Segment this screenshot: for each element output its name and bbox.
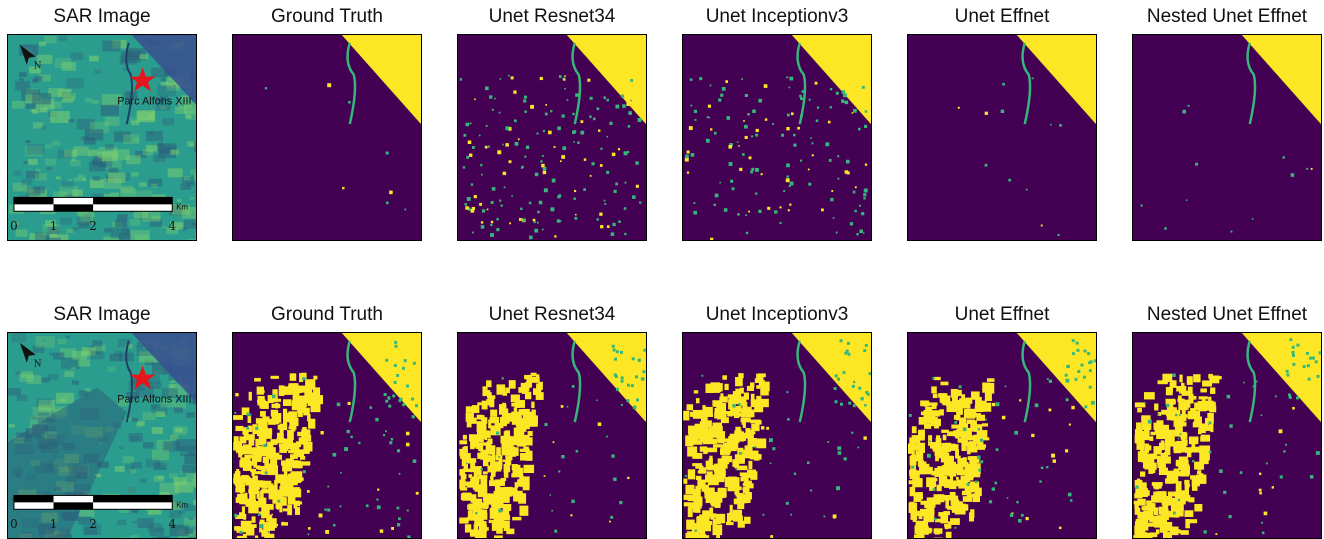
- segmentation-mask-panel: [232, 332, 422, 539]
- scale-tick-label: 2: [89, 517, 97, 531]
- segmentation-mask-panel: [1132, 34, 1322, 241]
- panel-title: Unet Inceptionv3: [677, 304, 877, 326]
- panel-title: Unet Effnet: [902, 6, 1102, 28]
- scale-tick-label: 0: [10, 219, 18, 233]
- segmentation-mask-panel: [457, 34, 647, 241]
- segmentation-mask-panel: [457, 332, 647, 539]
- sar-image-panel: N Parc Alfons XIII Km 0 1 2 4: [7, 34, 197, 241]
- segmentation-mask-panel: [1132, 332, 1322, 539]
- panel-title: Unet Resnet34: [452, 304, 652, 326]
- panel-title: Unet Inceptionv3: [677, 6, 877, 28]
- svg-text:N: N: [34, 360, 42, 370]
- panel-title: SAR Image: [2, 304, 202, 326]
- scale-tick-label: 1: [50, 517, 58, 531]
- scale-tick-label: 2: [89, 219, 97, 233]
- panel-title: Nested Unet Effnet: [1127, 304, 1324, 326]
- segmentation-mask-panel: [907, 332, 1097, 539]
- sar-image-panel: N Parc Alfons XIII Km 0 1 2 4: [7, 332, 197, 539]
- panel-title: Unet Resnet34: [452, 6, 652, 28]
- panel-title: SAR Image: [2, 6, 202, 28]
- segmentation-mask-panel: [232, 34, 422, 241]
- place-label: Parc Alfons XIII: [117, 393, 191, 405]
- panel-title: Ground Truth: [227, 304, 427, 326]
- place-label: Parc Alfons XIII: [117, 95, 191, 107]
- scale-unit: Km: [176, 202, 188, 211]
- svg-text:N: N: [34, 62, 42, 72]
- scale-tick-label: 0: [10, 517, 18, 531]
- scale-tick-label: 4: [168, 517, 176, 531]
- scale-tick-label: 1: [50, 219, 58, 233]
- scale-unit: Km: [176, 500, 188, 509]
- panel-title: Nested Unet Effnet: [1127, 6, 1324, 28]
- segmentation-mask-panel: [682, 332, 872, 539]
- panel-title: Unet Effnet: [902, 304, 1102, 326]
- panel-title: Ground Truth: [227, 6, 427, 28]
- segmentation-mask-panel: [907, 34, 1097, 241]
- scale-tick-label: 4: [168, 219, 176, 233]
- segmentation-mask-panel: [682, 34, 872, 241]
